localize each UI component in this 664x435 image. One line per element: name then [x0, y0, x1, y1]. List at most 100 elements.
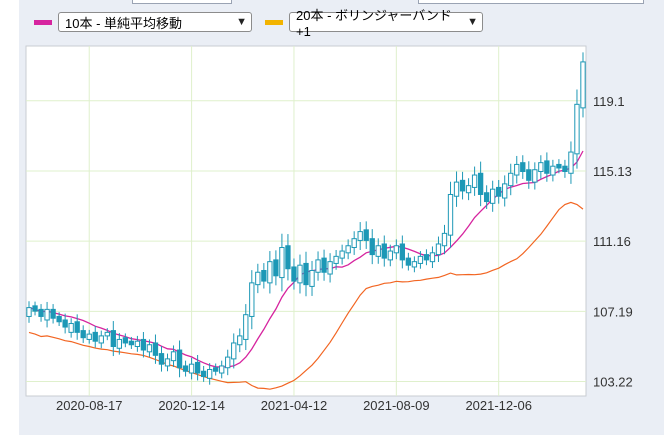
candle [194, 354, 201, 381]
candle [483, 185, 490, 209]
candle-body [502, 183, 508, 199]
candle [98, 330, 104, 349]
candle [351, 231, 357, 255]
candle-body [411, 261, 418, 268]
candle-body [158, 353, 165, 365]
candle [176, 340, 183, 378]
candle-body [459, 179, 466, 192]
candle [556, 159, 562, 174]
candle-body [110, 330, 116, 348]
candle [68, 318, 74, 338]
candle-body [327, 261, 333, 275]
candle-body [140, 338, 147, 351]
candle [249, 270, 255, 330]
ma-color-swatch [34, 19, 52, 25]
tab-stub-2[interactable] [418, 0, 644, 4]
candle-body [483, 192, 490, 203]
candle [104, 328, 110, 341]
candle-body [375, 245, 381, 257]
candle-body [417, 255, 424, 264]
candle-body [176, 349, 183, 369]
y-tick-label: 115.13 [593, 164, 632, 179]
candle [74, 314, 80, 340]
candle-body [86, 333, 92, 340]
candle [496, 179, 502, 204]
candle [255, 263, 261, 294]
candle-body [526, 169, 532, 181]
candle-body [206, 368, 213, 379]
candle [128, 336, 135, 349]
candle-body [182, 365, 189, 372]
candle [285, 234, 291, 281]
candle-body [255, 271, 261, 286]
candle-body [405, 257, 412, 266]
candle [92, 326, 98, 348]
tab-stub-1[interactable] [132, 0, 232, 4]
candle-body [92, 331, 98, 342]
candle-body [447, 193, 454, 236]
y-tick-label: 119.1 [593, 94, 625, 109]
candle [297, 254, 303, 294]
bb-control: 20本 - ボリンジャーバンド+1 ▼ [265, 8, 483, 39]
candle-body [291, 266, 297, 282]
candle [453, 171, 460, 207]
candle-body [249, 282, 255, 317]
candle-body [219, 365, 225, 374]
candle [447, 181, 454, 248]
candle [38, 304, 44, 322]
candle-body [32, 305, 38, 312]
candle [562, 159, 568, 178]
candle [327, 253, 333, 283]
candle [110, 321, 116, 357]
candle [182, 360, 189, 377]
candle-body [393, 245, 399, 254]
candle-body [170, 351, 177, 362]
candle [309, 260, 315, 296]
candle [369, 229, 375, 265]
bb-select-value: 20本 - ボリンジャーバンド+1 [296, 8, 452, 39]
candle [405, 252, 412, 271]
candle [291, 258, 297, 290]
candle [80, 325, 86, 343]
candle [502, 175, 508, 207]
candle-body [225, 356, 231, 369]
candle-body [80, 330, 86, 339]
candle-body [273, 259, 279, 277]
candle [158, 346, 165, 372]
candle [219, 360, 225, 379]
candle [170, 345, 177, 368]
candle-body [309, 269, 315, 287]
candle [315, 251, 321, 281]
candle-body [496, 186, 502, 197]
candle-body [315, 259, 321, 273]
candle-body [520, 162, 526, 173]
bb-select[interactable]: 20本 - ボリンジャーバンド+1 ▼ [289, 8, 483, 39]
candle [56, 312, 62, 326]
candle [321, 249, 327, 281]
candle-body [134, 340, 141, 348]
candle [231, 333, 237, 369]
candle-body [387, 250, 393, 261]
ma-select[interactable]: 10本 - 単純平均移動 ▼ [58, 12, 252, 32]
candle [225, 349, 231, 376]
candle [459, 171, 466, 200]
candle [237, 328, 243, 353]
candle-body [285, 245, 291, 270]
candle-body [369, 238, 375, 256]
candle-body [556, 163, 562, 169]
candle [375, 238, 381, 264]
candle-body [261, 269, 267, 282]
candle-body [550, 165, 556, 176]
chevron-down-icon: ▼ [236, 16, 247, 28]
candle [279, 233, 285, 292]
candle [471, 166, 478, 196]
candle [393, 239, 399, 260]
candle-body [423, 254, 430, 261]
candle [387, 244, 393, 267]
candle-body [441, 232, 448, 247]
candle-body [116, 338, 123, 349]
candle [116, 333, 123, 355]
candle-body [489, 188, 496, 204]
candle [206, 363, 213, 385]
candle [363, 221, 369, 249]
